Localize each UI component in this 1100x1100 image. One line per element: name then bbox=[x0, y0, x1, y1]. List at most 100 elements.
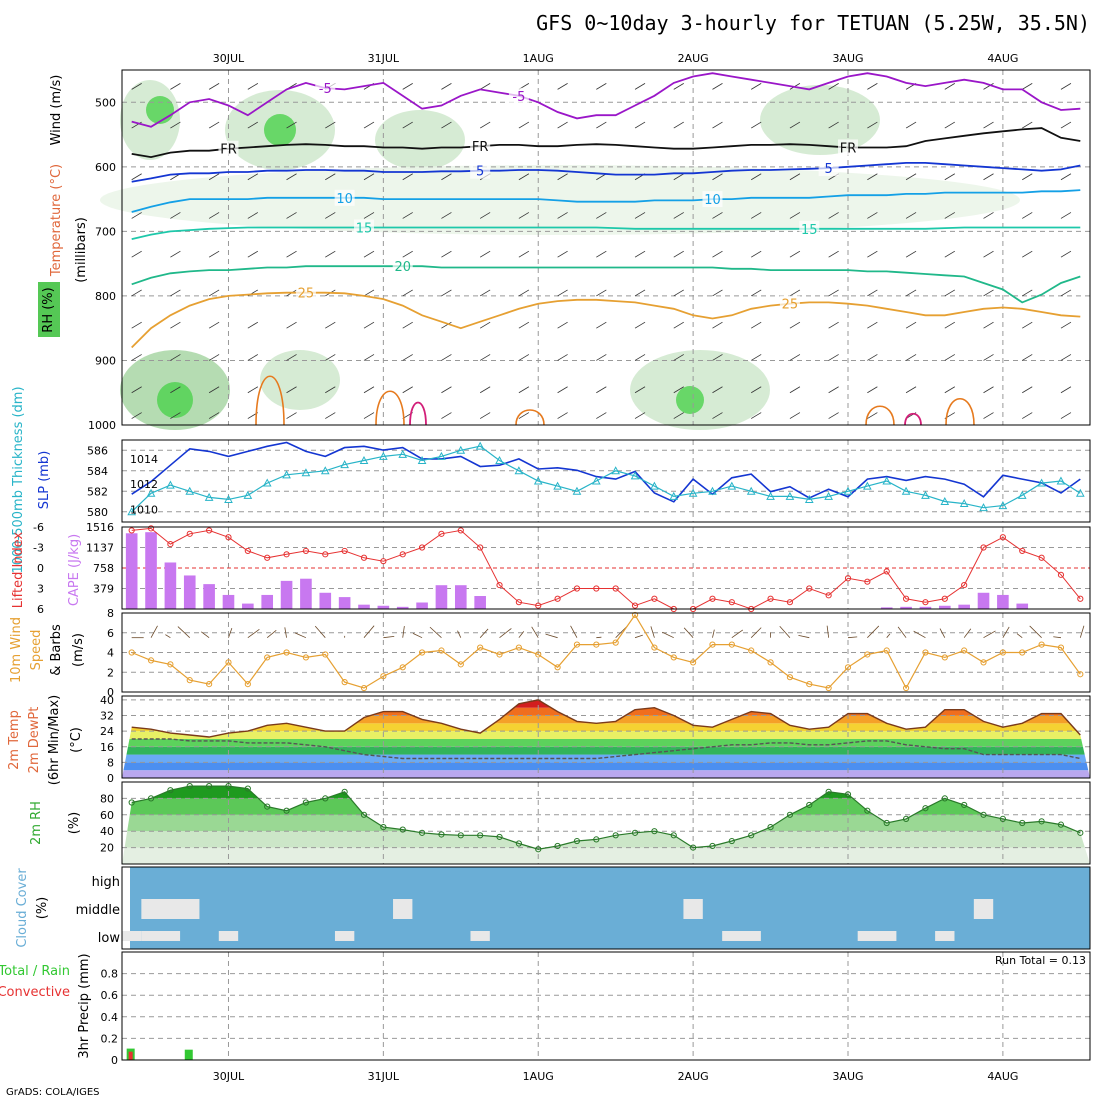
rh-bands bbox=[122, 786, 1090, 864]
rh-marker bbox=[573, 837, 581, 845]
wind-barb bbox=[247, 173, 259, 181]
y-tick-label-cape: 1516 bbox=[86, 521, 114, 534]
side-label-wind: Wind (m/s) bbox=[49, 75, 64, 146]
lifted-index-marker bbox=[225, 534, 232, 541]
wind-barb-10m bbox=[662, 631, 674, 639]
wind-barb bbox=[750, 250, 762, 258]
wind-barb bbox=[596, 321, 607, 329]
lifted-index-marker bbox=[999, 534, 1006, 541]
rh-marker bbox=[999, 815, 1006, 823]
wind-barb bbox=[712, 321, 723, 329]
cape-bar bbox=[454, 585, 467, 609]
x-tick-label-top: 4AUG bbox=[987, 52, 1018, 65]
x-tick-label-top: 3AUG bbox=[832, 52, 863, 65]
wind-barb bbox=[789, 321, 801, 329]
wind-speed-marker bbox=[651, 644, 658, 651]
wind-barb bbox=[1022, 386, 1033, 394]
y-tick-label-cape: 758 bbox=[93, 562, 114, 575]
rh-marker bbox=[186, 783, 193, 790]
lifted-index-marker bbox=[728, 599, 735, 606]
y-tick-label-thickness: 582 bbox=[87, 485, 108, 498]
lifted-index-marker bbox=[1019, 547, 1026, 555]
wind-barb bbox=[363, 354, 375, 361]
wind-barb bbox=[170, 321, 181, 329]
wind-barb bbox=[673, 212, 684, 219]
lifted-index-marker bbox=[360, 554, 368, 561]
x-tick-label-top: 2AUG bbox=[678, 52, 709, 65]
panel-frame-precip bbox=[121, 951, 1091, 1061]
wind-barb-10m bbox=[913, 630, 926, 639]
y-axis-label-cloud-unit: (%) bbox=[35, 897, 50, 920]
lifted-index-marker bbox=[244, 547, 251, 555]
wind-barb bbox=[441, 412, 452, 419]
contour-label: 25 bbox=[782, 298, 799, 313]
wind-barb bbox=[247, 386, 259, 394]
wind-barb bbox=[673, 354, 684, 361]
wind-barb bbox=[557, 121, 568, 129]
wind-barb bbox=[208, 412, 220, 419]
contour-label: -5 bbox=[319, 82, 332, 97]
y-tick-label-wind10: 8 bbox=[107, 607, 114, 620]
rh-marker bbox=[283, 807, 290, 814]
wind-barb-10m bbox=[284, 627, 287, 638]
wind-barb bbox=[441, 173, 452, 181]
panels: 30JUL31JUL1AUG2AUG3AUG4AUG5AUG6AUG7AUG8A… bbox=[0, 52, 1091, 1083]
wind-barb bbox=[363, 321, 375, 329]
wind-barb bbox=[944, 321, 956, 329]
wind-barb-10m bbox=[779, 626, 791, 638]
wind-barb bbox=[944, 83, 956, 90]
wind-barb bbox=[325, 386, 336, 394]
rh-marker bbox=[225, 783, 232, 790]
contour-label-bg bbox=[315, 80, 336, 97]
cape-bar bbox=[997, 594, 1009, 609]
rh-marker bbox=[612, 832, 619, 839]
lifted-index-marker bbox=[399, 551, 406, 558]
wind-barb bbox=[905, 321, 917, 329]
wind-speed-marker bbox=[748, 647, 755, 654]
wind-barb-10m bbox=[228, 627, 233, 638]
wind-barb bbox=[712, 121, 723, 129]
wind-barb bbox=[596, 250, 607, 258]
wind-barb bbox=[1060, 412, 1072, 419]
wind-barb bbox=[518, 212, 530, 219]
lifted-index-marker bbox=[418, 544, 426, 551]
wind-barb bbox=[905, 121, 917, 129]
wind-barb-10m bbox=[1053, 636, 1062, 639]
wind-barb bbox=[286, 212, 297, 219]
temp-band bbox=[122, 731, 1090, 739]
wind-barb bbox=[867, 121, 878, 129]
wind-barb bbox=[828, 83, 839, 90]
thickness-marker bbox=[1075, 488, 1085, 497]
rh-marker bbox=[206, 783, 213, 790]
wind-barb bbox=[867, 354, 878, 361]
wind-barb bbox=[596, 83, 607, 90]
wind-barb bbox=[828, 212, 839, 219]
wind-barb bbox=[867, 250, 878, 258]
slp-line bbox=[131, 441, 1081, 503]
wind-speed-marker bbox=[902, 684, 910, 692]
y-axis-label-temp-c: (6hr Min/Max) bbox=[47, 695, 62, 785]
contour-label-bg bbox=[838, 139, 858, 156]
wind-barb bbox=[363, 412, 375, 419]
wind-speed-marker bbox=[147, 657, 155, 664]
rh-marker bbox=[360, 811, 368, 818]
wind-barb bbox=[441, 250, 452, 258]
contour-10 bbox=[131, 189, 1081, 213]
thickness-marker bbox=[804, 494, 814, 503]
wind-speed-marker bbox=[206, 681, 213, 688]
cape-bar bbox=[338, 597, 351, 609]
wind-barb bbox=[131, 386, 142, 394]
wind-barb bbox=[789, 412, 801, 419]
wind-speed-marker bbox=[457, 661, 464, 668]
thickness-marker bbox=[262, 478, 272, 487]
rh-marker bbox=[438, 831, 445, 838]
wind-barb bbox=[1060, 173, 1072, 181]
wind-barb bbox=[402, 83, 413, 90]
wind-barb bbox=[325, 173, 336, 181]
rh-shading-high bbox=[264, 114, 296, 146]
wind-barb bbox=[596, 412, 607, 419]
contour-label: -5 bbox=[512, 90, 525, 105]
wind-barb bbox=[518, 250, 530, 258]
contour-label: 20 bbox=[394, 260, 411, 275]
rh-marker bbox=[670, 832, 677, 839]
